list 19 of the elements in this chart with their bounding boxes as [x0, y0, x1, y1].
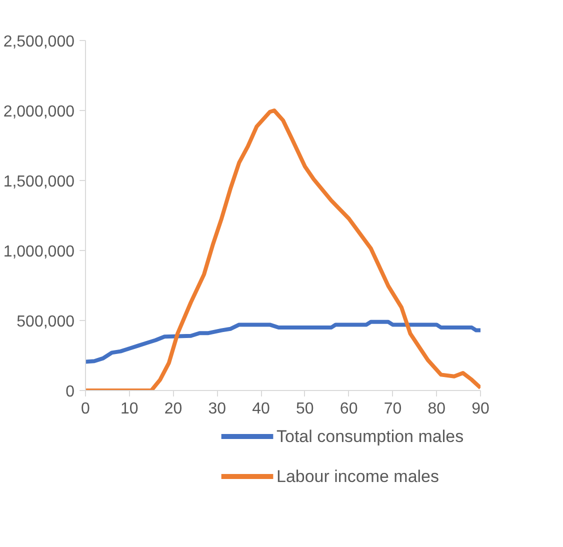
y-tick-label: 500,000	[16, 314, 75, 330]
line-series	[86, 320, 480, 364]
y-tick-label: 2,500,000	[3, 34, 75, 50]
x-tick-label: 50	[296, 400, 314, 418]
y-tick-label: 1,000,000	[3, 244, 75, 260]
x-tick-label: 80	[428, 400, 446, 418]
x-tick-label: 30	[208, 400, 226, 418]
x-tick-label: 60	[340, 400, 358, 418]
y-tick-label: 0	[66, 384, 75, 400]
legend-label: Labour income males	[276, 467, 440, 486]
y-tick-label: 2,000,000	[3, 104, 75, 120]
legend-label: Total consumption males	[276, 427, 464, 446]
x-tick-label: 90	[472, 400, 490, 418]
x-tick-label: 0	[81, 400, 90, 418]
y-tick-label: 1,500,000	[3, 174, 75, 190]
x-tick-label: 40	[252, 400, 270, 418]
x-tick-label: 70	[384, 400, 402, 418]
x-tick-label: 20	[164, 400, 182, 418]
x-tick-label: 10	[120, 400, 138, 418]
